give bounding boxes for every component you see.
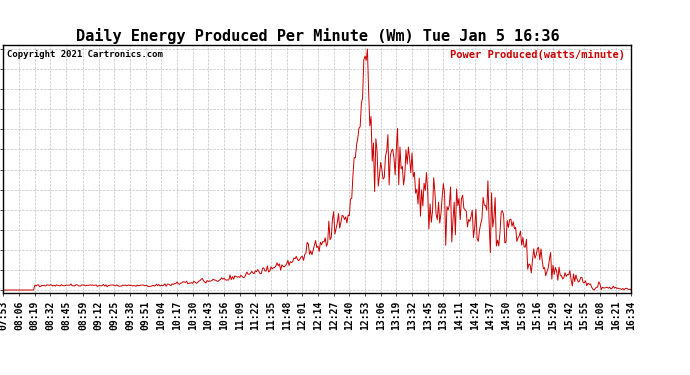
- Text: Power Produced(watts/minute): Power Produced(watts/minute): [450, 50, 625, 60]
- Title: Daily Energy Produced Per Minute (Wm) Tue Jan 5 16:36: Daily Energy Produced Per Minute (Wm) Tu…: [76, 28, 559, 44]
- Text: Copyright 2021 Cartronics.com: Copyright 2021 Cartronics.com: [7, 50, 162, 59]
